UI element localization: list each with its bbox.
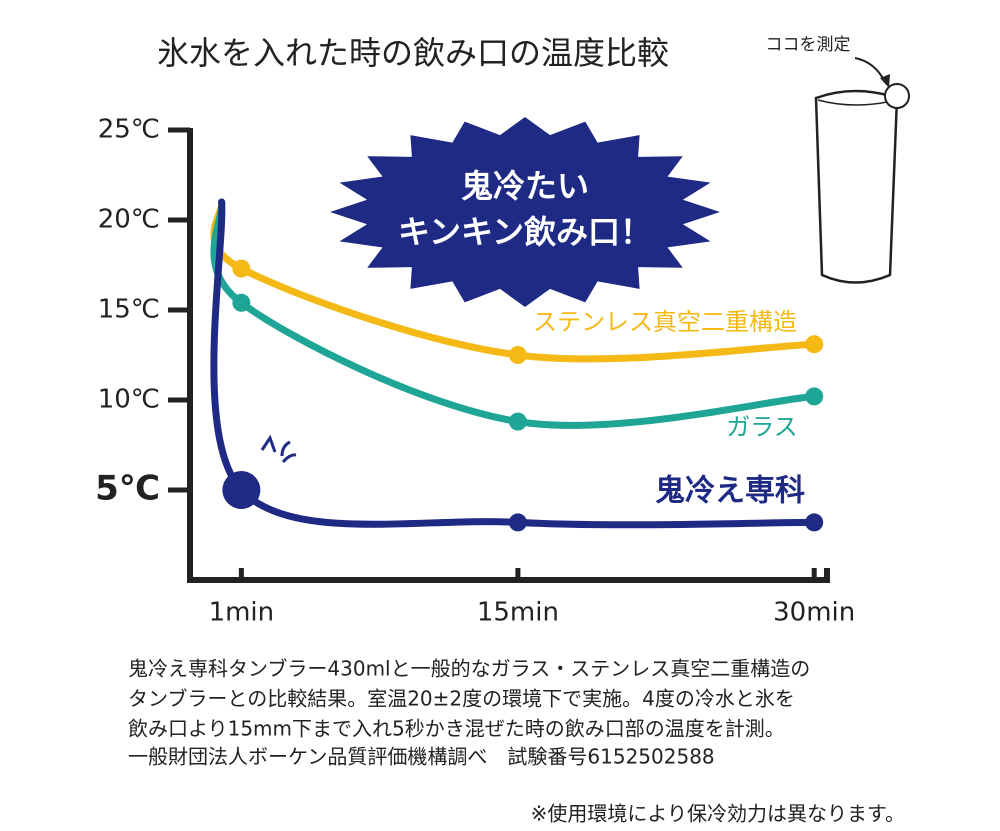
cold-icon bbox=[260, 434, 297, 464]
x-tick-label: 1min bbox=[209, 598, 275, 628]
series-line bbox=[210, 198, 818, 429]
starburst bbox=[330, 117, 720, 307]
y-tick-label: 25℃ bbox=[98, 115, 160, 145]
legend-label: ガラス bbox=[726, 413, 798, 441]
burst-text: 鬼冷たい bbox=[461, 167, 589, 205]
note-line: 飲み口より15mm下まで入れ5秒かき混ぜた時の飲み口部の温度を計測。 bbox=[128, 717, 785, 741]
chart-title: 氷水を入れた時の飲み口の温度比較 bbox=[157, 34, 669, 72]
y-tick-label: 15℃ bbox=[98, 295, 160, 325]
data-point bbox=[508, 412, 527, 431]
data-point bbox=[805, 387, 824, 406]
x-tick-label: 30min bbox=[773, 598, 855, 628]
note-line: タンブラーとの比較結果。室温20±2度の環境下で実施。4度の冷水と氷を bbox=[128, 687, 795, 711]
burst-text: キンキン飲み口！ bbox=[398, 213, 652, 251]
footnote: ※使用環境により保冷効力は異なります。 bbox=[531, 802, 905, 826]
data-point bbox=[508, 513, 527, 532]
data-point bbox=[232, 259, 251, 278]
data-point bbox=[232, 293, 251, 312]
data-point bbox=[805, 513, 824, 532]
data-point bbox=[222, 471, 261, 509]
measure-circle bbox=[884, 83, 910, 109]
y-tick-label: 20℃ bbox=[98, 205, 160, 235]
arrow-head bbox=[880, 74, 890, 88]
data-point bbox=[508, 346, 527, 364]
series-line bbox=[210, 198, 818, 529]
x-tick-label: 15min bbox=[477, 598, 559, 628]
cup bbox=[814, 89, 899, 284]
note-line: 一般財団法人ボーケン品質評価機構調べ 試験番号6152502588 bbox=[128, 745, 715, 769]
legend-label: ステンレス真空二重構造 bbox=[533, 308, 797, 336]
legend-label: 鬼冷え専科 bbox=[655, 474, 805, 509]
y-tick-label: 5℃ bbox=[95, 469, 160, 509]
measure-note: ココを測定 bbox=[766, 35, 851, 55]
note-line: 鬼冷え専科タンブラー430mlと一般的なガラス・ステンレス真空二重構造の bbox=[128, 657, 810, 681]
data-point bbox=[805, 335, 824, 354]
y-tick-label: 10℃ bbox=[98, 385, 160, 415]
